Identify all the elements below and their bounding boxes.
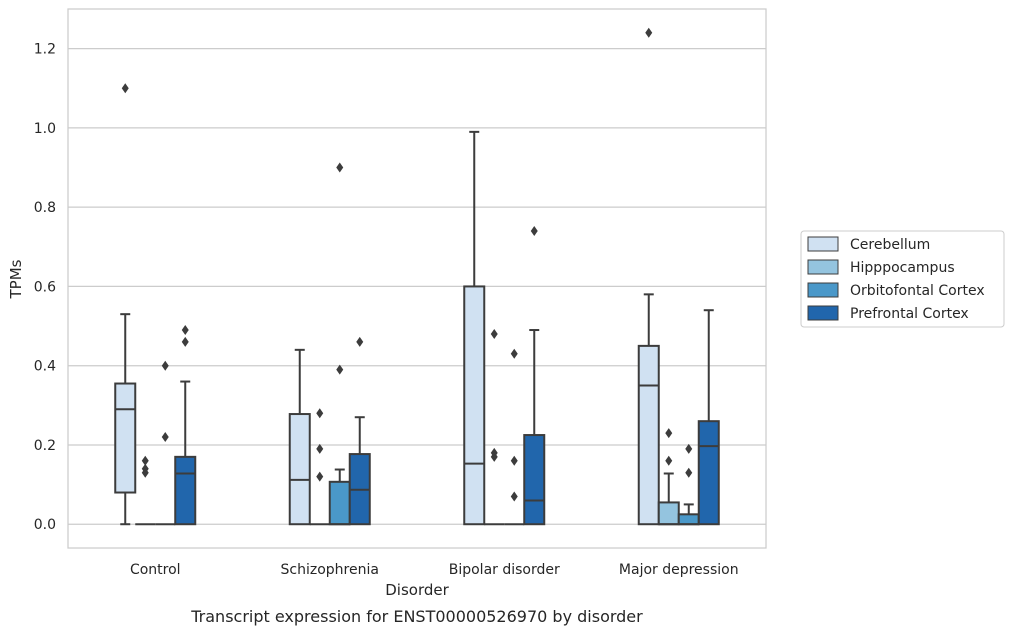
outlier-point [510,348,518,359]
outlier-point [336,162,344,173]
legend-label: Prefrontal Cortex [850,306,969,322]
y-tick-label: 0.8 [34,200,56,216]
legend-swatch [807,259,839,275]
legend-items: Cerebellum Hipppocampus Orbitofontal Corte… [807,236,985,322]
box-prefrontal-cortex [174,325,197,526]
box-body [288,413,311,526]
outlier-point [510,455,518,466]
outlier-point [490,447,498,458]
gridlines [68,48,766,525]
box-body [523,434,546,526]
y-tick-label: 0.6 [34,279,56,295]
outlier-point [316,408,324,419]
box-prefrontal-cortex [697,309,720,526]
y-tick-label: 1.2 [34,42,56,58]
outlier-point [181,325,189,336]
box-orbitofontal-cortex [504,348,525,526]
box-hipppocampus [484,328,505,526]
outlier-point [530,225,538,236]
outlier-point [685,467,693,478]
box-body [174,455,197,526]
outlier-point [510,491,518,502]
outlier-point [161,360,169,371]
outlier-point [356,336,364,347]
box-hipppocampus [657,428,680,526]
box-body [677,513,700,526]
box-body [637,344,660,526]
legend-swatch [807,305,839,321]
box-cerebellum [637,27,660,526]
box-hipppocampus [309,408,330,526]
x-tick-label: Bipolar disorder [449,562,560,578]
box-hipppocampus [135,455,156,526]
box-cerebellum [288,348,311,526]
legend-frame [800,230,1005,328]
outlier-point [316,443,324,454]
legend-label: Hipppocampus [850,260,955,276]
x-tick-label: Major depression [619,562,739,578]
box-body [697,420,720,526]
outlier-point [316,471,324,482]
y-axis-label: TPMs [7,259,25,299]
outlier-point [141,455,149,466]
outlier-point [161,432,169,443]
box-cerebellum [463,130,486,526]
box-body [657,501,680,526]
outlier-point [181,336,189,347]
y-axis-ticks: 0.0 0.2 0.4 0.6 0.8 1.0 1.2 [34,42,56,534]
outlier-point [665,428,673,439]
plot-area-frame [67,8,767,549]
x-axis-label: Disorder [385,581,449,599]
boxes [114,27,720,526]
box-body [114,382,137,494]
outlier-point [645,27,653,38]
y-tick-label: 1.0 [34,121,56,137]
x-tick-label: Control [130,562,181,578]
legend: Cerebellum Hipppocampus Orbitofontal Corte… [800,230,1005,328]
outlier-point [336,364,344,375]
chart-caption: Transcript expression for ENST0000052697… [190,607,643,626]
box-cerebellum [114,83,137,526]
outlier-point [685,443,693,454]
box-body [328,480,351,526]
y-tick-label: 0.4 [34,359,56,375]
outlier-point [141,463,149,474]
x-axis-ticks: Control Schizophrenia Bipolar disorder Majo… [130,562,739,578]
y-tick-label: 0.0 [34,517,56,533]
outlier-point [121,83,129,94]
box-orbitofontal-cortex [677,443,700,526]
outlier-point [665,455,673,466]
box-prefrontal-cortex [348,336,371,526]
legend-swatch [807,282,839,298]
x-tick-label: Schizophrenia [281,562,379,578]
box-orbitofontal-cortex [328,162,351,526]
legend-label: Orbitofontal Cortex [850,283,985,299]
outlier-point [490,328,498,339]
y-tick-label: 0.2 [34,438,56,454]
legend-swatch [807,236,839,252]
box-orbitofontal-cortex [155,360,176,526]
legend-label: Cerebellum [850,237,930,253]
box-body [463,285,486,526]
box-prefrontal-cortex [523,225,546,526]
